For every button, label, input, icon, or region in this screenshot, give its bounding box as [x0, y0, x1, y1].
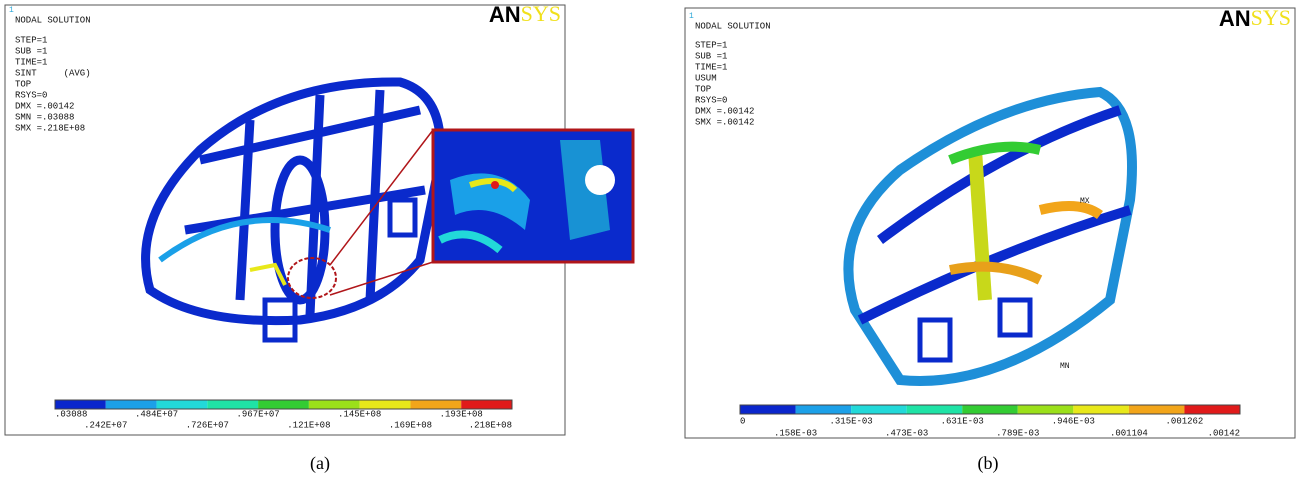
- legend-band: [309, 400, 360, 409]
- header-line: RSYS=0: [695, 95, 727, 105]
- legend-band: [907, 405, 963, 414]
- model-label: MX: [1080, 197, 1090, 206]
- header-line: SUB =1: [695, 51, 727, 61]
- legend-band: [258, 400, 309, 409]
- legend-label: .193E+08: [440, 409, 483, 419]
- legend-band: [1018, 405, 1074, 414]
- legend-band: [157, 400, 208, 409]
- legend-band: [796, 405, 852, 414]
- legend-label: .631E-03: [941, 416, 984, 426]
- logo: ANSYS: [1219, 5, 1291, 31]
- header-line: USUM: [695, 73, 717, 83]
- legend-band: [851, 405, 907, 414]
- legend-band: [360, 400, 411, 409]
- header-line: TIME=1: [15, 57, 47, 67]
- header-line: DMX =.00142: [15, 101, 74, 111]
- header-line: DMX =.00142: [695, 106, 754, 116]
- legend-label: .789E-03: [996, 428, 1039, 438]
- legend-label: .169E+08: [389, 420, 432, 430]
- caption: (a): [310, 453, 330, 474]
- logo: ANSYS: [489, 1, 561, 27]
- legend-band: [962, 405, 1018, 414]
- legend-label: .315E-03: [830, 416, 873, 426]
- model-label: MN: [1060, 362, 1070, 371]
- legend-band: [1184, 405, 1240, 414]
- logo-bold: AN: [1219, 6, 1251, 31]
- legend-band: [461, 400, 512, 409]
- header-line: NODAL SOLUTION: [15, 15, 91, 25]
- legend-label: .001104: [1110, 428, 1148, 438]
- legend-band: [106, 400, 157, 409]
- header-line: SMN =.03088: [15, 112, 74, 122]
- header-line: SMX =.218E+08: [15, 123, 85, 133]
- figure-canvas: 1ANSYSNODAL SOLUTIONSTEP=1SUB =1TIME=1SI…: [0, 0, 1299, 479]
- figure: 1ANSYSNODAL SOLUTIONSTEP=1SUB =1TIME=1SI…: [0, 0, 1299, 479]
- legend-label: 0: [740, 416, 745, 426]
- header-line: RSYS=0: [15, 90, 47, 100]
- legend-label: .967E+07: [237, 409, 280, 419]
- legend-band: [1129, 405, 1185, 414]
- logo-light: SYS: [1251, 5, 1291, 30]
- legend-band: [1073, 405, 1129, 414]
- legend-label: .001262: [1166, 416, 1204, 426]
- legend-band: [55, 400, 106, 409]
- logo-bold: AN: [489, 2, 521, 27]
- legend-label: .145E+08: [338, 409, 381, 419]
- header-line: TIME=1: [695, 62, 727, 72]
- legend-label: .218E+08: [469, 420, 512, 430]
- panel-marker: 1: [9, 6, 14, 15]
- panel-marker: 1: [689, 12, 694, 21]
- logo-light: SYS: [521, 1, 561, 26]
- legend-label: .473E-03: [885, 428, 928, 438]
- legend-label: .946E-03: [1052, 416, 1095, 426]
- legend-label: .121E+08: [287, 420, 330, 430]
- legend-band: [207, 400, 258, 409]
- legend-band: [740, 405, 796, 414]
- header-line: SMX =.00142: [695, 117, 754, 127]
- header-line: STEP=1: [695, 40, 727, 50]
- header-line: SINT (AVG): [15, 68, 91, 78]
- legend-label: .484E+07: [135, 409, 178, 419]
- legend-band: [410, 400, 461, 409]
- header-line: NODAL SOLUTION: [695, 21, 771, 31]
- header-line: STEP=1: [15, 35, 47, 45]
- legend-label: .726E+07: [186, 420, 229, 430]
- header-line: TOP: [695, 84, 711, 94]
- caption: (b): [978, 453, 999, 474]
- header-line: SUB =1: [15, 46, 47, 56]
- legend-label: .242E+07: [84, 420, 127, 430]
- legend-label: .00142: [1208, 428, 1240, 438]
- legend-label: .158E-03: [774, 428, 817, 438]
- legend-label: .03088: [55, 409, 87, 419]
- header-line: TOP: [15, 79, 31, 89]
